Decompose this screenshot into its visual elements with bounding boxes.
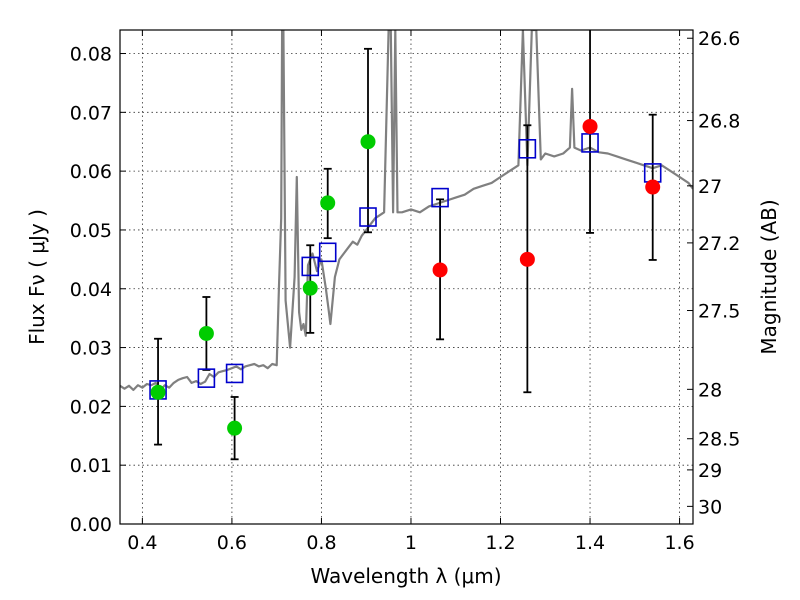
- model-photometry-square: [318, 242, 337, 263]
- model-photometry-square: [225, 363, 244, 384]
- observed-photometry-markers: [150, 118, 661, 436]
- y-tick-label: 0.08: [70, 44, 112, 66]
- plot-frame: [119, 29, 694, 525]
- right-tick-label: 26.8: [698, 111, 740, 133]
- nir-detection-point: [519, 251, 535, 267]
- optical-detection-point: [360, 134, 376, 150]
- nir-detection-point: [432, 262, 448, 278]
- x-tick-label: 1: [405, 532, 417, 554]
- model-photometry-square: [301, 256, 320, 277]
- model-photometry-square: [518, 138, 537, 159]
- nir-detection-point: [582, 118, 598, 134]
- x-tick-label: 0.4: [127, 532, 157, 554]
- right-tick-label: 26.6: [698, 28, 740, 50]
- x-tick-label: 0.6: [217, 532, 247, 554]
- y-tick-label: 0.06: [70, 161, 112, 183]
- x-tick-label: 1.2: [485, 532, 515, 554]
- optical-detection-point: [302, 280, 318, 296]
- spectrum-line-layer: [120, 30, 693, 392]
- y-axis-title: Flux Fν ( μJy ): [25, 209, 49, 345]
- right-tick-label: 27.5: [698, 301, 740, 323]
- optical-detection-point: [227, 420, 243, 436]
- optical-detection-point: [320, 195, 336, 211]
- optical-detection-point: [150, 384, 166, 400]
- y-tick-label: 0.04: [70, 279, 112, 301]
- nir-detection-point: [645, 179, 661, 195]
- right-axis-title: Magnitude (AB): [757, 199, 781, 354]
- y-tick-label: 0.07: [70, 102, 112, 124]
- y-tick-label: 0.00: [70, 514, 112, 536]
- x-tick-label: 0.8: [306, 532, 336, 554]
- model-photometry-markers: [149, 133, 662, 400]
- x-tick-label: 1.6: [664, 532, 694, 554]
- right-tick-label: 27: [698, 176, 722, 198]
- x-axis-title: Wavelength λ (μm): [310, 564, 501, 588]
- y-tick-label: 0.02: [70, 396, 112, 418]
- y-tick-label: 0.05: [70, 220, 112, 242]
- right-tick-label: 30: [698, 496, 722, 518]
- model-photometry-square: [359, 207, 377, 227]
- right-tick-label: 28.5: [698, 429, 740, 451]
- grid: [120, 30, 693, 525]
- model-photometry-square: [431, 187, 449, 208]
- optical-detection-point: [198, 325, 214, 341]
- x-tick-label: 1.4: [575, 532, 605, 554]
- y-tick-label: 0.03: [70, 338, 112, 360]
- axis-ticks: 0.4 0.6 0.8 1 1.2 1.4 1.6 0.00 0.01 0.02 0.03 0.04 0…: [70, 28, 741, 554]
- model-spectrum-line: [120, 30, 693, 392]
- plot-area: [120, 30, 693, 524]
- y-tick-label: 0.01: [70, 455, 112, 477]
- model-photometry-square: [197, 368, 216, 388]
- right-tick-label: 27.2: [698, 233, 740, 255]
- right-tick-label: 29: [698, 460, 722, 482]
- right-tick-label: 28: [698, 379, 722, 401]
